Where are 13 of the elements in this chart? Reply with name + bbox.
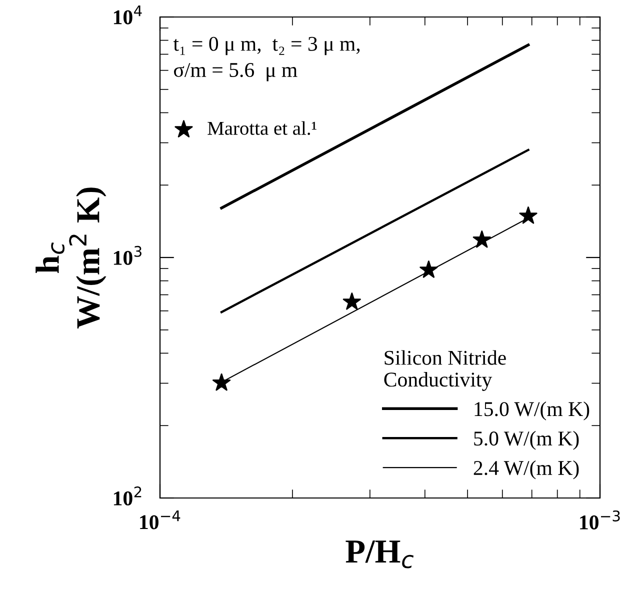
x-tick-label: 10$^{−3}$ (580, 510, 620, 530)
y-tick-label: 10$^{2}$ (114, 486, 142, 506)
y-tick-label: 10$^{3}$ (114, 246, 142, 265)
y-axis-title: h$_{c}$ W/(m$^{2}$ K) (36, 188, 106, 329)
legend-label: Marotta et al.¹ (208, 121, 316, 135)
x-tick-label: 10$^{−4}$ (140, 510, 180, 530)
x-axis-title: P/H$_{c}$ (346, 540, 414, 568)
legend-title: Silicon Nitride Conductivity (384, 350, 506, 391)
annotation: t₁ = 0 μ m, t₂ = 3 μ m, σ/m = 5.6 μ m (173, 36, 360, 82)
y-tick-label: 10$^{4}$ (114, 6, 142, 24)
legend-label: 5.0 W/(m K) (474, 430, 579, 450)
legend-label: 15.0 W/(m K) (474, 401, 590, 420)
legend-label: 2.4 W/(m K) (474, 460, 579, 480)
